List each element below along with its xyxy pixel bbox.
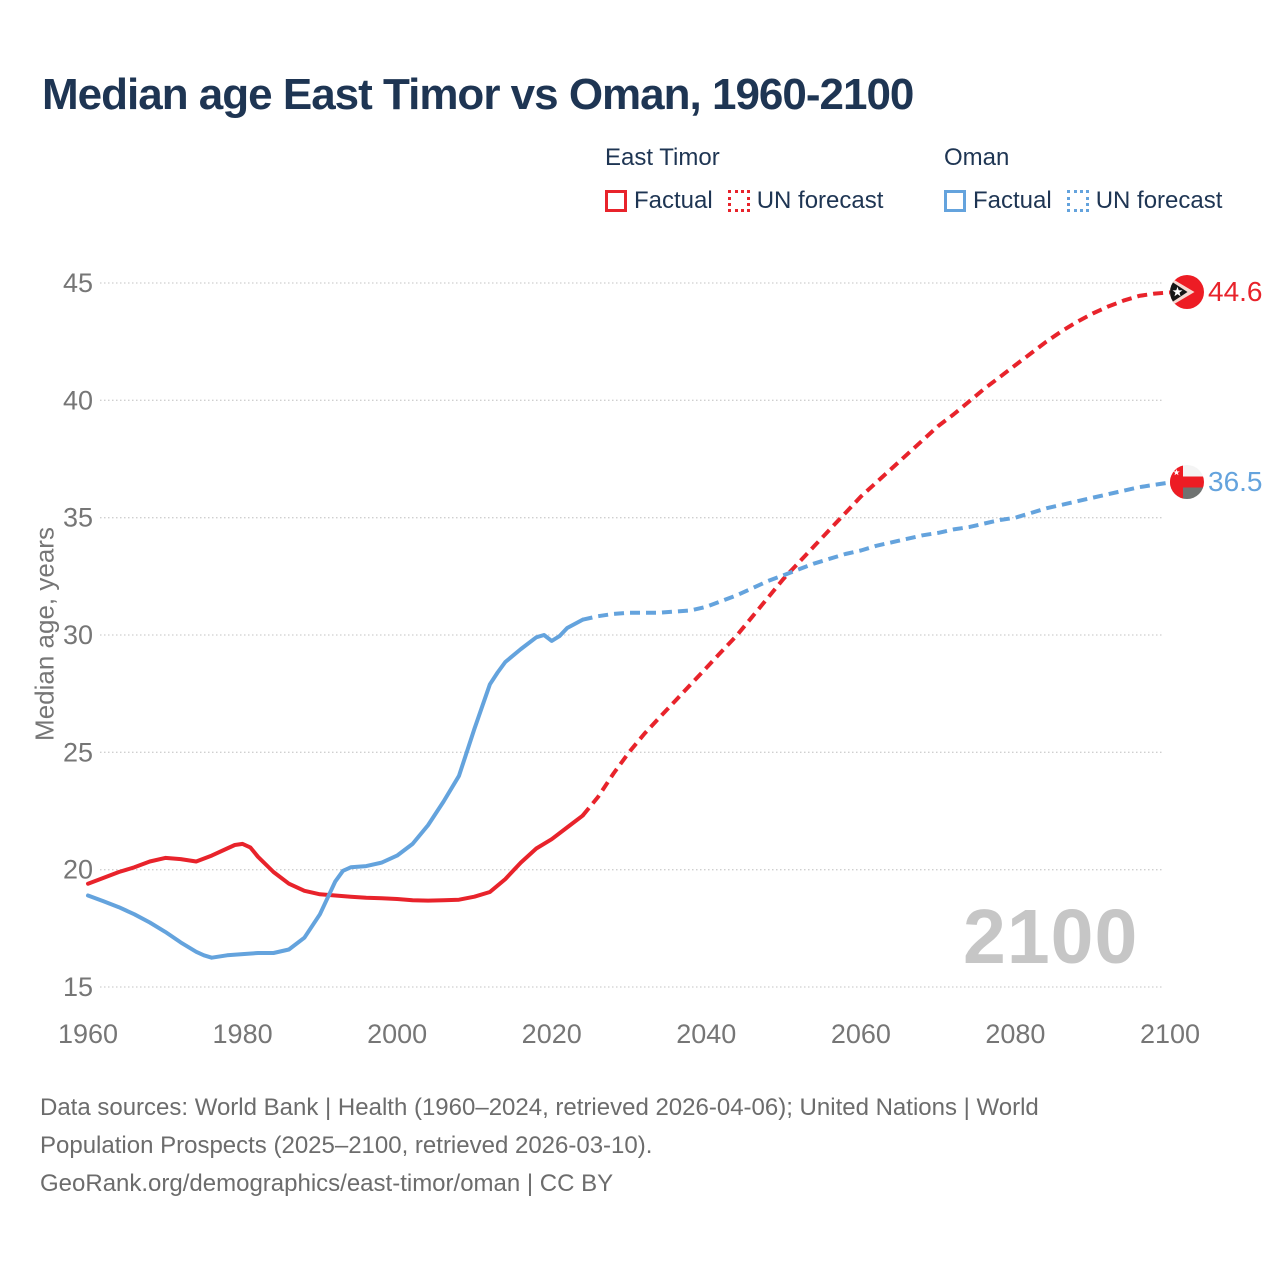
legend-group-title: East Timor (605, 144, 720, 171)
series-line-east-timor-un-forecast (581, 290, 1171, 817)
x-tick-label: 2060 (831, 1019, 891, 1049)
data-sources-footer: Data sources: World Bank | Health (1960–… (40, 1089, 1039, 1203)
x-tick-label: 2100 (1140, 1019, 1200, 1049)
legend-item-label: Factual (634, 187, 713, 214)
legend-item-east-timor-factual[interactable]: Factual (605, 187, 713, 215)
y-tick-label: 15 (63, 972, 93, 1002)
year-watermark: 2100 (963, 894, 1139, 980)
legend-group-oman: Oman Factual UN forecast (944, 144, 1222, 215)
y-tick-label: 20 (63, 855, 93, 885)
solid-line-swatch-icon (605, 190, 627, 212)
legend-group-east-timor: East Timor Factual UN forecast (605, 144, 883, 215)
series-line-oman-un-forecast (582, 480, 1171, 622)
y-tick-label: 45 (63, 268, 93, 298)
page-title: Median age East Timor vs Oman, 1960-2100 (42, 70, 914, 119)
solid-line-swatch-icon (944, 190, 966, 212)
x-tick-label: 2020 (522, 1019, 582, 1049)
y-tick-label: 40 (63, 385, 93, 415)
y-axis-title: Median age, years (29, 527, 60, 741)
oman-end-value: 36.5 (1208, 466, 1263, 498)
dotted-line-swatch-icon (727, 190, 750, 212)
legend-group-title: Oman (944, 144, 1010, 171)
dotted-line-swatch-icon (1066, 190, 1089, 212)
legend-item-oman-factual[interactable]: Factual (944, 187, 1052, 215)
east-timor-flag-icon (1170, 275, 1204, 310)
footer-line: GeoRank.org/demographics/east-timor/oman… (40, 1170, 614, 1197)
series-line-east-timor-factual (86, 813, 585, 903)
y-tick-label: 30 (63, 620, 93, 650)
legend-item-east-timor-forecast[interactable]: UN forecast (727, 187, 884, 215)
legend-item-label: UN forecast (756, 187, 884, 214)
east-timor-end-value: 44.6 (1208, 276, 1263, 308)
x-tick-label: 1980 (213, 1019, 273, 1049)
footer-line: Data sources: World Bank | Health (1960–… (40, 1094, 1039, 1121)
legend-item-label: Factual (973, 187, 1052, 214)
x-tick-label: 2000 (367, 1019, 427, 1049)
series-line-oman-factual (86, 617, 585, 960)
x-tick-label: 2040 (676, 1019, 736, 1049)
x-tick-label: 1960 (58, 1019, 118, 1049)
oman-flag-icon (1170, 465, 1204, 500)
footer-line: Population Prospects (2025–2100, retriev… (40, 1132, 653, 1159)
y-tick-label: 35 (63, 503, 93, 533)
legend-item-label: UN forecast (1095, 187, 1223, 214)
legend-item-oman-forecast[interactable]: UN forecast (1066, 187, 1223, 215)
y-tick-label: 25 (63, 737, 93, 767)
x-tick-label: 2080 (985, 1019, 1045, 1049)
